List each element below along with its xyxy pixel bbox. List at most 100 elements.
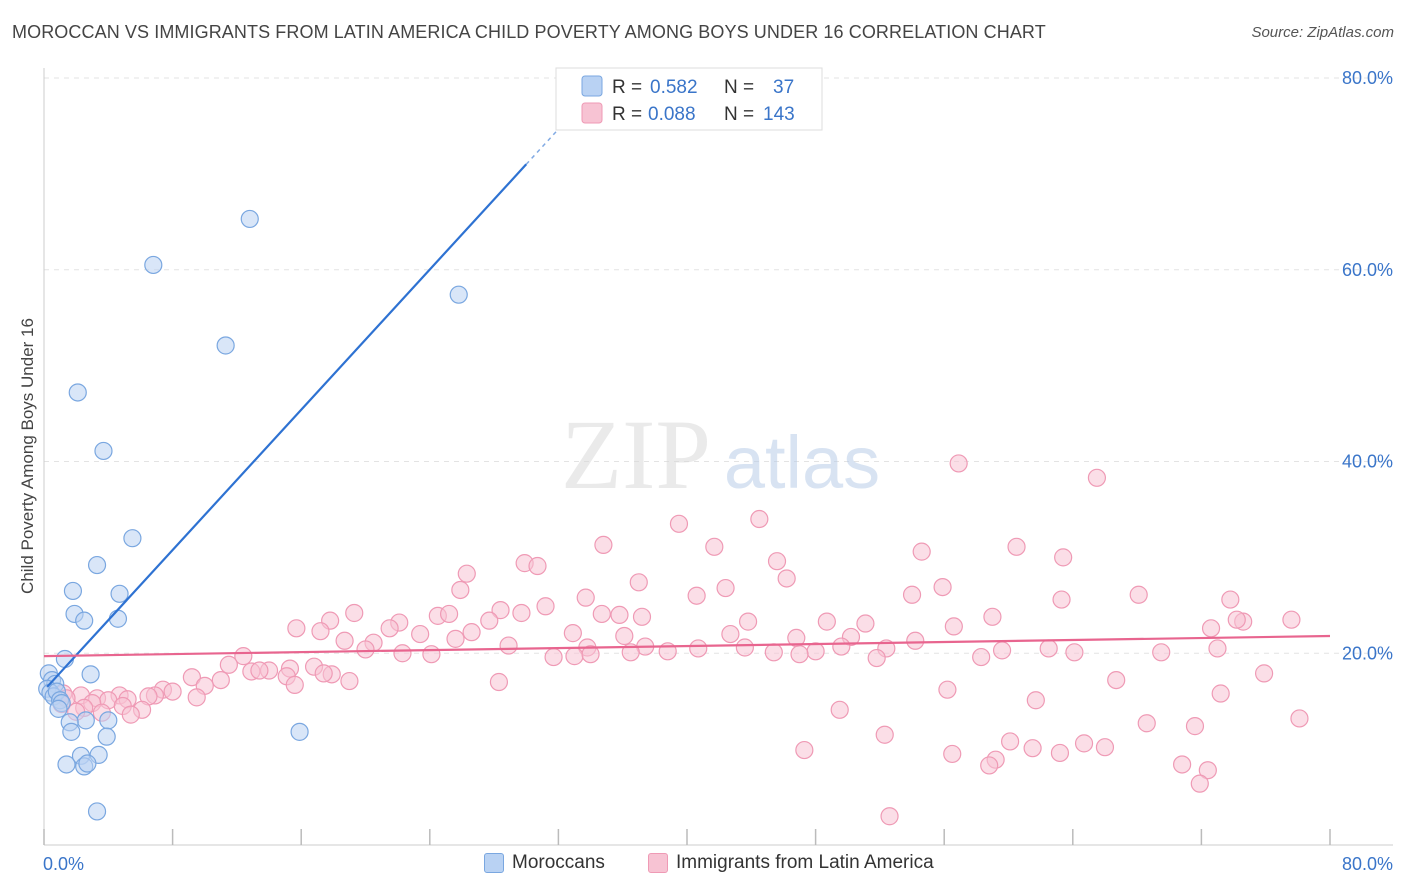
- latin-point-32: [1282, 610, 1301, 629]
- latin-point-34: [345, 603, 364, 623]
- moroccan-point-1: [144, 255, 163, 275]
- moroccans-trend-extension: [525, 128, 559, 165]
- latin-point-91: [250, 661, 269, 680]
- latin-point-72: [422, 645, 441, 664]
- y-tick-label-20: 20.0%: [1342, 643, 1393, 663]
- latin-point-0: [949, 454, 968, 473]
- latin-point-118: [121, 705, 140, 724]
- x-tick-label-left: 0.0%: [43, 854, 84, 874]
- latin-r-value: 0.088: [648, 104, 696, 125]
- moroccan-point-8: [63, 581, 83, 601]
- latin-point-49: [462, 623, 481, 642]
- latin-point-50: [563, 624, 582, 643]
- latin-point-122: [1107, 670, 1126, 690]
- latin-point-3: [750, 509, 769, 529]
- latin-point-16: [716, 578, 735, 598]
- watermark: ZIP atlas: [561, 399, 880, 510]
- latin-point-11: [767, 552, 787, 571]
- latin-point-133: [1074, 734, 1094, 753]
- legend-item-moroccans[interactable]: Moroccans: [484, 852, 605, 874]
- latin-point-4: [594, 535, 613, 555]
- trend-lines: [43, 128, 1331, 688]
- latin-point-41: [817, 612, 836, 631]
- moroccan-point-13: [55, 649, 74, 669]
- latin-point-71: [393, 644, 412, 663]
- y-axis-label: Child Poverty Among Boys Under 16: [18, 318, 37, 594]
- latin-point-37: [439, 604, 459, 624]
- moroccan-point-5: [94, 441, 113, 461]
- latin-point-101: [163, 682, 182, 701]
- latin-point-44: [1201, 619, 1221, 638]
- latin-point-127: [1137, 714, 1156, 733]
- latin-point-59: [499, 636, 518, 655]
- latin-point-62: [689, 639, 708, 658]
- latin-point-123: [1211, 684, 1230, 703]
- latin-point-70: [356, 640, 375, 659]
- moroccan-point-14: [81, 665, 100, 684]
- latin-point-17: [687, 586, 706, 605]
- moroccans-r-label: R =: [612, 77, 642, 98]
- latin-point-97: [285, 675, 304, 694]
- latin-point-138: [1173, 755, 1192, 774]
- moroccan-point-26: [99, 711, 118, 730]
- latin-point-92: [182, 668, 201, 687]
- legend-item-latin-america[interactable]: Immigrants from Latin America: [648, 852, 934, 874]
- latin-point-135: [795, 740, 814, 760]
- latin-point-136: [943, 744, 962, 764]
- latin-point-52: [721, 624, 740, 644]
- moroccan-point-0: [240, 209, 259, 229]
- latin-point-142: [880, 807, 899, 826]
- moroccans-n-value: 37: [773, 77, 794, 98]
- latin-swatch: [581, 102, 603, 124]
- y-tick-label-60: 60.0%: [1342, 260, 1393, 280]
- moroccans-r-value: 0.582: [650, 77, 698, 98]
- y-tick-label-80: 80.0%: [1342, 68, 1393, 88]
- latin-point-23: [1221, 590, 1240, 609]
- moroccan-point-28: [62, 722, 81, 741]
- latin-point-43: [944, 617, 963, 636]
- latin-point-13: [629, 573, 648, 592]
- moroccans-n-label: N =: [724, 77, 754, 98]
- y-axis-tick-labels: 20.0% 40.0% 60.0% 80.0%: [1342, 68, 1393, 663]
- latin-point-82: [972, 647, 991, 667]
- moroccan-point-33: [57, 755, 76, 774]
- latin-point-125: [830, 700, 849, 719]
- svg-text:R = 0.582 N =: R = 0.582 N = 37: [612, 77, 794, 98]
- moroccan-point-30: [290, 722, 309, 741]
- svg-text:R = 0.088 N =: R = 0.088 N = 143: [612, 104, 795, 125]
- latin-point-25: [491, 601, 510, 620]
- latin-trend-line: [43, 634, 1331, 658]
- latin-r-label: R =: [612, 104, 642, 125]
- gridlines: [44, 77, 1393, 654]
- latin-point-121: [1026, 691, 1045, 710]
- moroccan-point-4: [68, 383, 87, 402]
- legend-label-latin-america: Immigrants from Latin America: [676, 852, 934, 873]
- latin-point-126: [875, 725, 894, 744]
- latin-point-46: [311, 622, 330, 641]
- moroccan-point-2: [449, 285, 468, 304]
- moroccan-point-11: [75, 611, 94, 630]
- legend-swatch-latin-america: [648, 853, 668, 873]
- latin-point-18: [576, 588, 595, 607]
- moroccan-point-25: [76, 711, 95, 730]
- moroccan-point-6: [123, 529, 142, 548]
- latin-point-19: [902, 585, 922, 604]
- moroccans-swatch: [581, 75, 603, 97]
- latin-point-139: [1198, 761, 1217, 780]
- latin-point-140: [980, 756, 999, 775]
- latin-point-131: [1023, 739, 1042, 758]
- latin-point-83: [1039, 639, 1058, 658]
- x-tick-label-right: 80.0%: [1342, 854, 1393, 874]
- latin-point-8: [1054, 548, 1073, 567]
- latin-point-56: [335, 631, 354, 650]
- latin-point-64: [806, 642, 825, 661]
- latin-point-14: [777, 569, 796, 588]
- latin-point-141: [1190, 774, 1209, 793]
- latin-point-12: [457, 564, 476, 583]
- latin-point-31: [1227, 610, 1246, 629]
- latin-point-75: [581, 645, 600, 664]
- latin-point-120: [938, 680, 957, 699]
- latin-point-6: [912, 542, 931, 561]
- latin-point-129: [1290, 709, 1309, 728]
